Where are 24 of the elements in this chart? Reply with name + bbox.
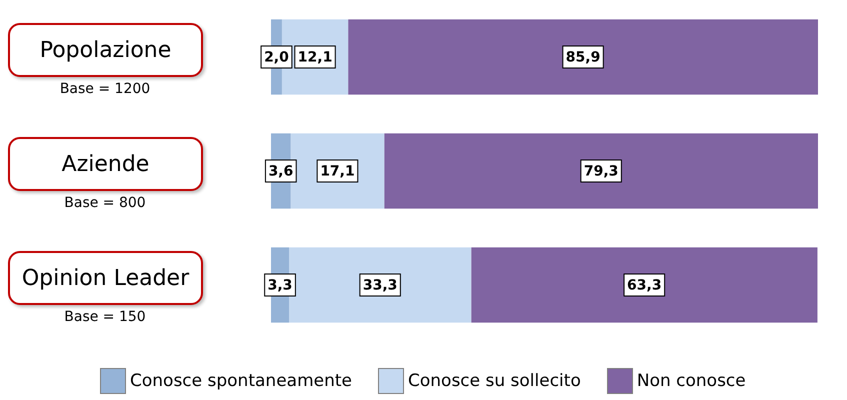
bar	[348, 19, 818, 95]
data-label: 63,3	[627, 278, 662, 294]
data-label: 17,1	[320, 164, 355, 180]
legend-label: Conosce spontaneamente	[130, 371, 352, 391]
text: Base = 150	[63, 309, 147, 325]
legend-label: Conosce su sollecito	[408, 371, 581, 391]
data-label: 2,0	[264, 50, 290, 66]
rounded-frame: Popolazione	[8, 23, 203, 77]
data-label: 3,3	[268, 278, 292, 294]
data-label: 12,1	[298, 50, 332, 66]
text: Base = 800	[63, 195, 147, 211]
text: Base = 1200	[58, 81, 152, 97]
y-tick-label: Aziende	[62, 152, 150, 176]
data-label: 85,9	[566, 50, 600, 66]
text: Non conosce	[636, 371, 746, 391]
rounded-frame: Aziende	[8, 137, 203, 191]
data-label: 3,6	[268, 164, 294, 180]
y-tick-label: Popolazione	[40, 38, 172, 62]
y-tick-label: Opinion Leader	[22, 266, 190, 290]
data-label: 79,3	[584, 164, 618, 180]
bar	[384, 133, 818, 209]
rounded-frame: Opinion Leader	[8, 251, 203, 305]
data-label: 33,3	[362, 278, 398, 294]
bar	[471, 247, 818, 323]
